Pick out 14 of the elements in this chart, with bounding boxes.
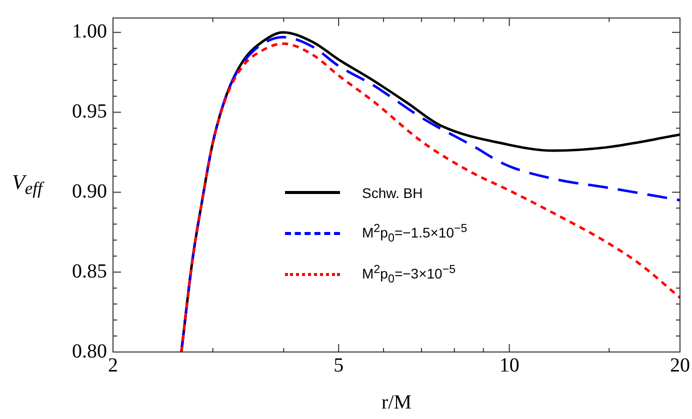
legend-label: Schw. BH (362, 184, 423, 200)
legend-label: M$^{2}$p$_{0}$=−1.5×10$^{−5}$ (362, 222, 468, 245)
x-axis-title: r/M (382, 391, 412, 414)
x-tick-label: 5 (334, 354, 344, 376)
x-tick-label: 20 (670, 354, 690, 376)
y-tick-label: 0.80 (72, 340, 107, 362)
x-tick-label: 10 (499, 354, 520, 376)
legend-label: M$^{2}$p$_{0}$=−3×10$^{−5}$ (362, 263, 456, 286)
y-tick-label: 0.90 (72, 180, 107, 202)
y-axis-title: V$_{eff}$ (12, 170, 42, 200)
y-tick-label: 0.95 (72, 100, 107, 123)
x-tick-label: 2 (108, 354, 118, 376)
y-tick-label: 0.85 (72, 260, 107, 282)
y-tick-label: 1.00 (72, 20, 107, 43)
